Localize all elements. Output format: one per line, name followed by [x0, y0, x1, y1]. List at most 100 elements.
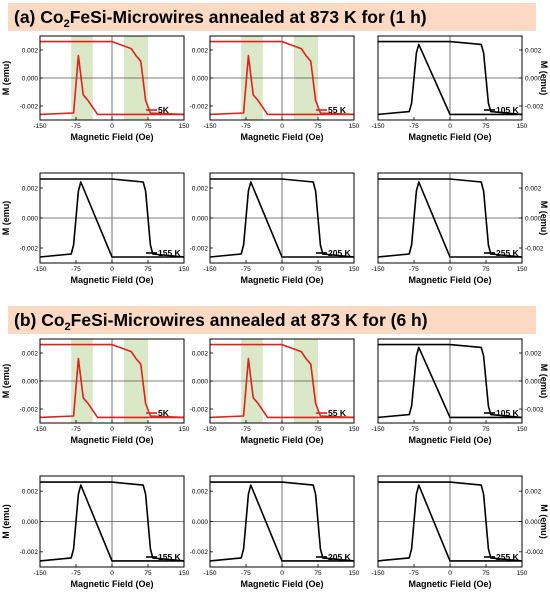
legend-temperature-label: 155 K	[158, 552, 182, 562]
x-tick-label: -150	[203, 123, 216, 130]
x-tick-label: 75	[482, 570, 490, 577]
chart-panel-a-4: -150 -75 0 75 150 0.002 0.000 -0.002 Magnetic Fi…	[1, 172, 190, 285]
x-tick-label: 75	[144, 426, 152, 433]
y-tick-label: 0.002	[192, 350, 209, 357]
x-tick-label: 0	[110, 123, 114, 130]
legend-temperature-label: 205 K	[328, 248, 352, 258]
x-tick-label: 0	[280, 426, 284, 433]
x-tick-label: -75	[71, 266, 81, 273]
x-axis-label: Magnetic Field (Oe)	[408, 435, 491, 445]
x-tick-label: 150	[179, 123, 190, 130]
legend-temperature-label: 255 K	[496, 248, 520, 258]
x-axis-label: Magnetic Field (Oe)	[70, 132, 153, 142]
chart-panel-b-1: -150 -75 0 75 150 0.002 0.000 -0.002 Magnetic Fi…	[1, 338, 190, 445]
descending-branch	[378, 40, 523, 116]
y-tick-label: -0.002	[190, 549, 209, 556]
x-tick-label: -150	[33, 426, 46, 433]
chart-panel-a-6: -150 -75 0 75 150 0.002 0.000 -0.002 Magnetic Fi…	[371, 172, 549, 285]
x-tick-label: 0	[110, 266, 114, 273]
y-tick-label: 0.000	[22, 519, 39, 526]
y-tick-label: -0.002	[20, 103, 39, 110]
panel-a-banner: (a) Co2FeSi-Microwires annealed at 873 K…	[8, 3, 536, 31]
y-tick-label: -0.002	[525, 549, 544, 556]
y-tick-label: -0.002	[20, 245, 39, 252]
descending-branch	[40, 343, 185, 419]
x-tick-label: 150	[179, 570, 190, 577]
x-tick-label: 75	[482, 266, 490, 273]
y-tick-label: 0.002	[22, 47, 39, 54]
y-tick-label: 0.002	[22, 185, 39, 192]
y-axis-label: M (emu)	[1, 364, 11, 399]
y-tick-label: 0.000	[22, 215, 39, 222]
y-tick-label: -0.002	[525, 406, 544, 413]
banner-a-subscript: 2	[63, 18, 70, 30]
x-axis-label: Magnetic Field (Oe)	[408, 132, 491, 142]
y-tick-label: -0.002	[525, 103, 544, 110]
y-tick-label: 0.000	[192, 215, 209, 222]
y-axis-label: M (emu)	[539, 504, 549, 539]
chart-panel-b-2: -150 -75 0 75 150 0.002 0.000 -0.002 Magnetic Fi…	[190, 338, 360, 445]
y-tick-label: 0.002	[22, 489, 39, 496]
x-tick-label: -150	[33, 123, 46, 130]
x-tick-label: 150	[349, 426, 360, 433]
descending-branch	[40, 40, 185, 116]
y-tick-label: 0.002	[525, 185, 542, 192]
legend-temperature-label: 55 K	[328, 105, 347, 115]
y-axis-label: M (emu)	[1, 201, 11, 236]
x-tick-label: -150	[33, 570, 46, 577]
x-tick-label: 75	[482, 123, 490, 130]
y-tick-label: 0.000	[22, 378, 39, 385]
y-tick-label: 0.002	[22, 350, 39, 357]
descending-branch	[210, 343, 355, 419]
legend-temperature-label: 55 K	[328, 408, 347, 418]
ascending-branch	[377, 43, 522, 116]
chart-panel-b-6: -150 -75 0 75 150 0.002 0.000 -0.002 Magnetic Fi…	[371, 475, 549, 589]
descending-branch	[378, 343, 523, 419]
x-axis-label: Magnetic Field (Oe)	[240, 579, 323, 589]
x-axis-label: Magnetic Field (Oe)	[408, 275, 491, 285]
chart-panel-a-1: -150 -75 0 75 150 0.002 0.000 -0.002 Magnetic Fi…	[1, 35, 190, 142]
x-tick-label: 75	[314, 570, 322, 577]
x-tick-label: 75	[314, 426, 322, 433]
y-tick-label: -0.002	[190, 406, 209, 413]
x-tick-label: 0	[448, 266, 452, 273]
chart-panel-a-2: -150 -75 0 75 150 0.002 0.000 -0.002 Magnetic Fi…	[190, 35, 360, 142]
y-tick-label: 0.000	[192, 378, 209, 385]
y-tick-label: 0.000	[192, 519, 209, 526]
y-tick-label: 0.002	[525, 350, 542, 357]
legend-temperature-label: 155 K	[158, 248, 182, 258]
x-tick-label: -75	[71, 426, 81, 433]
x-tick-label: -75	[409, 123, 419, 130]
x-tick-label: -150	[371, 266, 384, 273]
y-tick-label: 0.000	[192, 75, 209, 82]
x-tick-label: -150	[203, 570, 216, 577]
banner-b-subscript: 2	[64, 321, 71, 333]
x-tick-label: 0	[280, 123, 284, 130]
x-axis-label: Magnetic Field (Oe)	[240, 435, 323, 445]
descending-branch	[378, 481, 523, 562]
y-axis-label: M (emu)	[539, 364, 549, 399]
panel-b-banner: (b) Co2FeSi-Microwires annealed at 873 K…	[8, 306, 536, 334]
x-tick-label: -150	[371, 426, 384, 433]
y-tick-label: -0.002	[525, 245, 544, 252]
x-axis-label: Magnetic Field (Oe)	[70, 275, 153, 285]
x-axis-label: Magnetic Field (Oe)	[408, 579, 491, 589]
x-tick-label: 0	[448, 570, 452, 577]
y-tick-label: 0.000	[525, 519, 542, 526]
y-tick-label: -0.002	[20, 406, 39, 413]
x-tick-label: 75	[144, 123, 152, 130]
x-tick-label: -75	[409, 570, 419, 577]
ascending-branch	[377, 346, 522, 419]
x-tick-label: 75	[144, 266, 152, 273]
y-tick-label: 0.002	[525, 47, 542, 54]
x-tick-label: -75	[241, 123, 251, 130]
banner-b-prefix: (b) Co	[14, 310, 65, 330]
x-tick-label: -75	[241, 426, 251, 433]
x-tick-label: 0	[280, 266, 284, 273]
y-tick-label: 0.000	[525, 378, 542, 385]
x-tick-label: 150	[349, 570, 360, 577]
descending-branch	[40, 178, 185, 258]
x-tick-label: 150	[517, 570, 528, 577]
y-tick-label: 0.000	[525, 215, 542, 222]
y-tick-label: 0.002	[525, 489, 542, 496]
